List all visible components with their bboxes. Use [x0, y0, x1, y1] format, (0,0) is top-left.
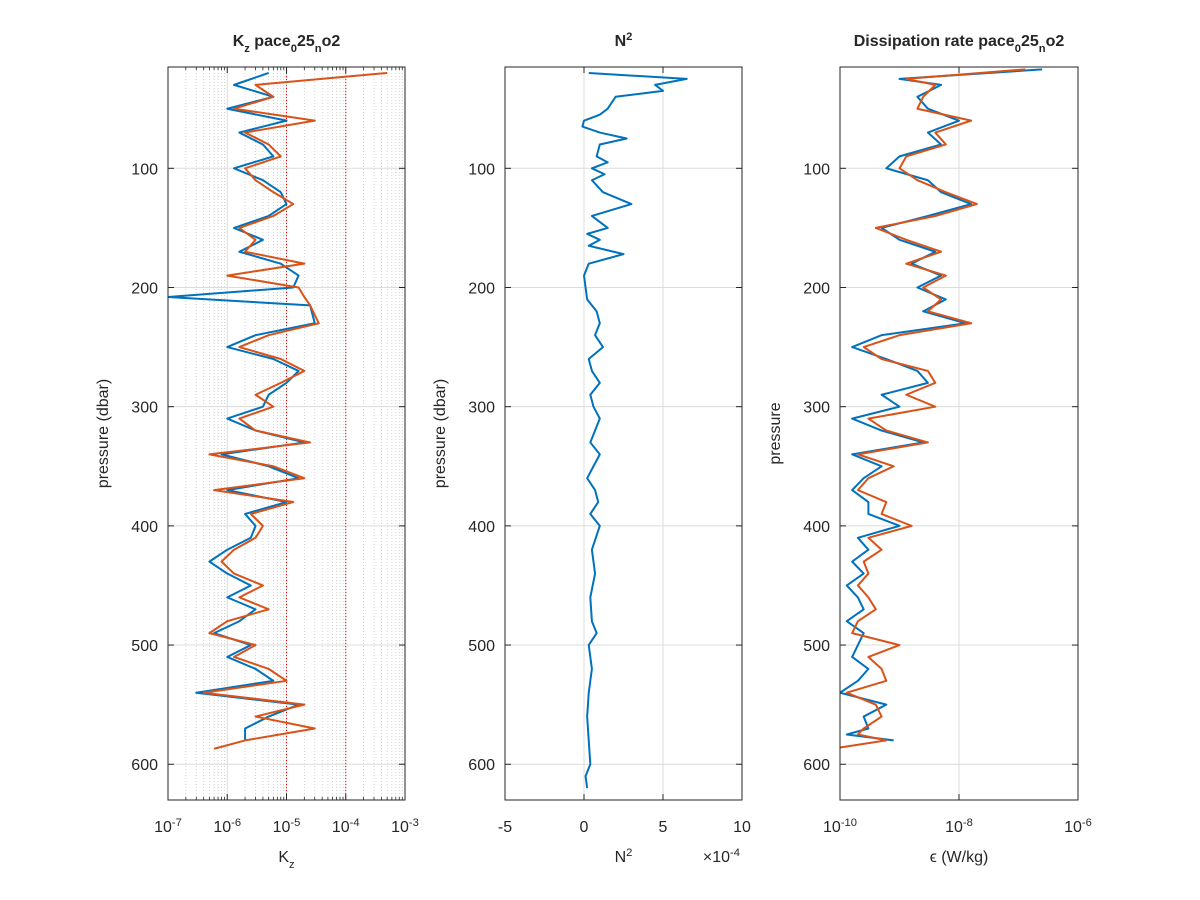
y-tick-label: 200	[803, 280, 830, 297]
x-axis-label: Kz	[278, 849, 295, 871]
y-axis-label: pressure (dbar)	[432, 379, 449, 488]
y-tick-label: 100	[803, 161, 830, 178]
chart-title: Kz pace025no2	[233, 33, 341, 55]
x-tick-label: 10-6	[213, 817, 241, 836]
x-tick-label: 10-7	[154, 817, 182, 836]
x-axis-label: ϵ (W/kg)	[930, 849, 989, 866]
y-tick-label: 600	[131, 757, 158, 774]
axes-background	[505, 67, 742, 800]
y-tick-label: 400	[803, 519, 830, 536]
profile-line	[168, 72, 316, 741]
x-tick-label: 10-8	[945, 817, 973, 836]
y-tick-label: 300	[131, 400, 158, 417]
x-axis-label: N2	[615, 847, 633, 866]
y-tick-label: 200	[468, 280, 495, 297]
y-axis-label: pressure	[767, 402, 784, 464]
y-tick-label: 200	[131, 280, 158, 297]
profile-line	[840, 68, 1043, 742]
y-tick-label: 500	[803, 638, 830, 655]
axes-box	[504, 66, 743, 801]
x-tick-label: 10	[733, 819, 751, 836]
y-tick-label: 400	[131, 519, 158, 536]
y-tick-label: 500	[468, 638, 495, 655]
y-tick-label: 600	[468, 757, 495, 774]
y-tick-label: 300	[468, 400, 495, 417]
x-tick-label: 10-10	[823, 817, 857, 836]
x-tick-label: -5	[498, 819, 512, 836]
x-tick-label: 10-5	[273, 817, 301, 836]
y-tick-label: 400	[468, 519, 495, 536]
profile-line	[581, 71, 688, 789]
x-tick-label: 10-6	[1064, 817, 1092, 836]
chart-title: Dissipation rate pace025no2	[854, 33, 1065, 55]
x-exponent-label: ×10-4	[703, 847, 740, 866]
x-tick-label: 10-4	[332, 817, 360, 836]
x-tick-label: 10-3	[391, 817, 419, 836]
x-tick-label: 5	[659, 819, 668, 836]
profile-line	[202, 71, 388, 750]
y-axis-label: pressure (dbar)	[95, 379, 112, 488]
y-tick-label: 300	[803, 400, 830, 417]
profile-line	[840, 68, 1026, 749]
y-tick-label: 100	[468, 161, 495, 178]
y-tick-label: 100	[131, 161, 158, 178]
chart-title: N2	[615, 31, 633, 50]
y-tick-label: 500	[131, 638, 158, 655]
x-tick-label: 0	[580, 819, 589, 836]
y-tick-label: 600	[803, 757, 830, 774]
